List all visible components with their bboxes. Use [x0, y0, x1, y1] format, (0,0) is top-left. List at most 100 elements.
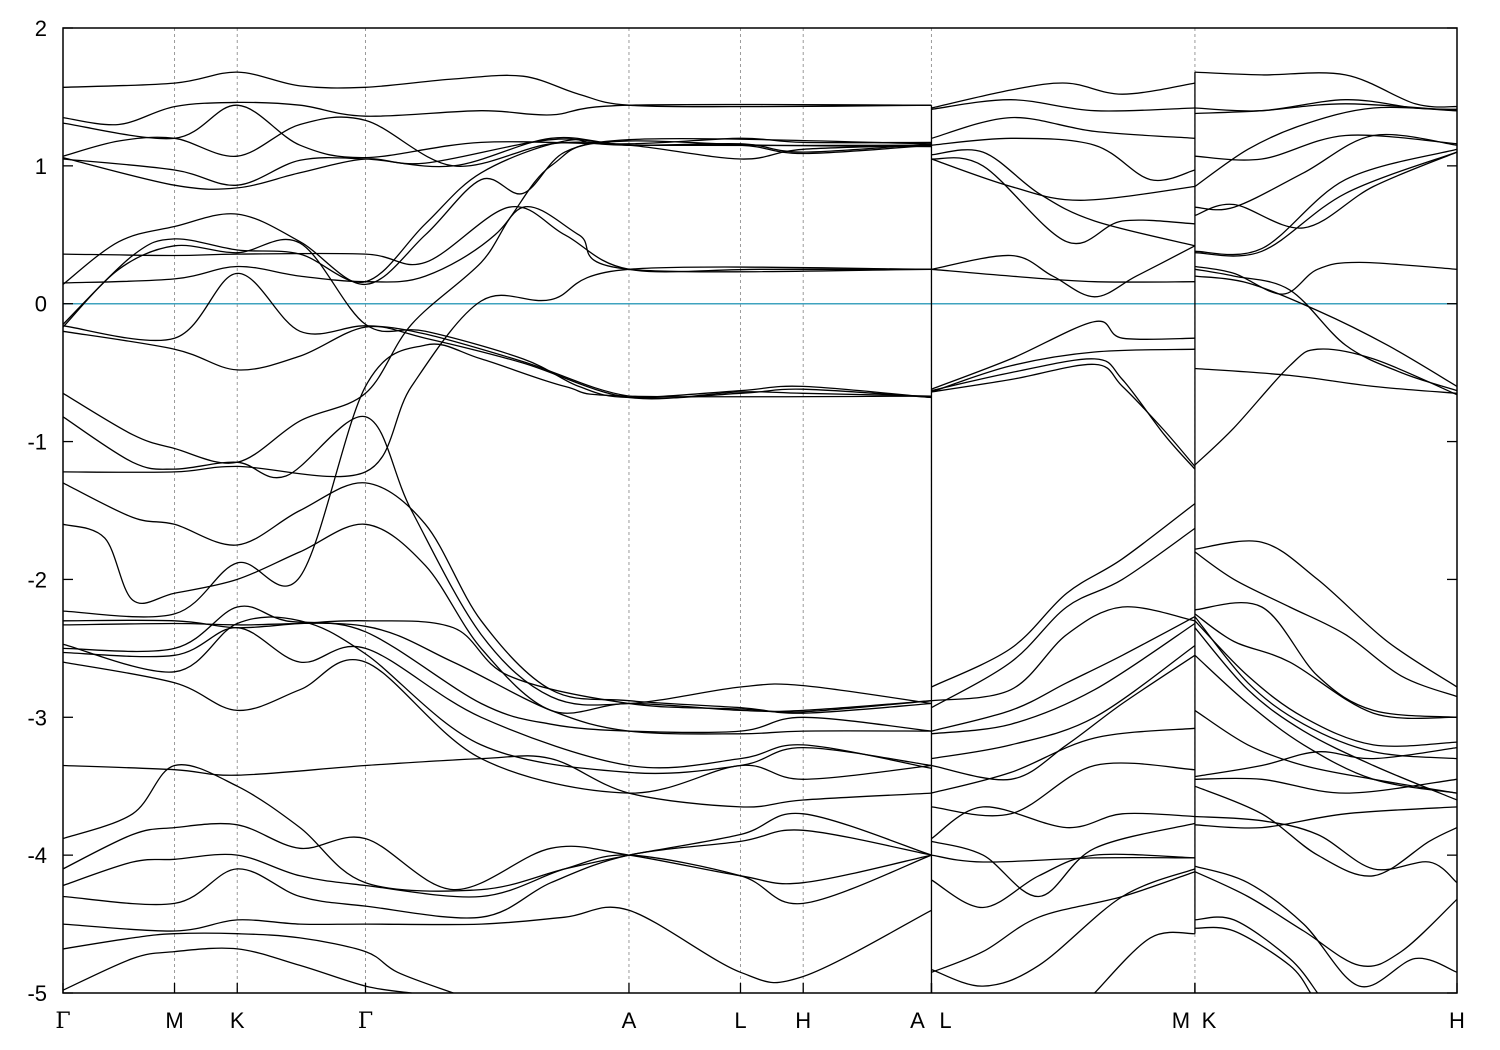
- band-line: [1194, 134, 1458, 161]
- band-line: [62, 829, 932, 919]
- band-line: [931, 348, 1195, 393]
- band-line: [1194, 151, 1458, 257]
- band-line: [1194, 815, 1458, 884]
- band-line: [62, 325, 932, 400]
- kpoint-label: A: [910, 1008, 925, 1033]
- y-tick-label: -1: [27, 430, 47, 455]
- band-line: [931, 606, 1196, 702]
- kpoint-label: Γ: [358, 1009, 373, 1034]
- band-segment-3: [1194, 71, 1458, 994]
- band-line: [1194, 348, 1458, 466]
- band-line: [931, 99, 1195, 112]
- band-segment-2: [931, 82, 1196, 994]
- band-line: [1194, 613, 1458, 720]
- band-line: [931, 320, 1195, 390]
- band-line: [1194, 785, 1458, 877]
- band-line: [62, 853, 932, 905]
- band-line: [62, 101, 932, 126]
- band-line: [62, 238, 932, 399]
- band-line: [1194, 268, 1458, 392]
- band-line: [931, 854, 1195, 863]
- band-line: [1194, 709, 1458, 794]
- band-line: [931, 806, 1195, 840]
- kpoint-label: K: [230, 1008, 245, 1033]
- band-line: [62, 755, 932, 808]
- band-line: [1194, 627, 1458, 801]
- band-line: [1194, 620, 1458, 747]
- band-line: [1194, 103, 1458, 115]
- band-line: [62, 343, 932, 618]
- band-line: [931, 622, 1196, 735]
- band-line: [1194, 916, 1319, 994]
- band-line: [62, 605, 932, 734]
- band-line: [62, 138, 932, 190]
- band-line: [62, 205, 932, 464]
- band-line: [62, 906, 932, 984]
- band-line: [931, 727, 1195, 794]
- band-line: [62, 136, 932, 186]
- band-line: [62, 622, 932, 735]
- kpoint-label: L: [939, 1008, 951, 1033]
- band-line: [1194, 871, 1458, 967]
- band-segment-1: [62, 71, 932, 994]
- band-line: [1194, 551, 1458, 698]
- y-tick-label: -3: [27, 705, 47, 730]
- band-line: [62, 137, 932, 284]
- y-tick-label: -4: [27, 843, 47, 868]
- kpoint-label: H: [1449, 1008, 1465, 1033]
- band-line: [1194, 654, 1458, 794]
- band-line: [931, 616, 1196, 732]
- band-line: [931, 137, 1196, 182]
- band-line: [1194, 777, 1458, 794]
- band-line: [931, 868, 1196, 987]
- band-line: [1194, 106, 1458, 188]
- y-tick-label: -5: [27, 981, 47, 1006]
- kpoint-label: M: [1172, 1008, 1190, 1033]
- band-line: [931, 853, 1195, 909]
- band-line: [1194, 275, 1458, 387]
- band-line: [62, 482, 932, 714]
- band-line: [1194, 367, 1458, 394]
- band-line: [931, 527, 1196, 709]
- band-line: [931, 822, 1196, 898]
- band-line: [1194, 148, 1458, 256]
- band-line: [62, 138, 932, 325]
- band-line: [62, 822, 932, 891]
- band-line: [1194, 926, 1312, 994]
- band-line: [1194, 71, 1458, 108]
- band-line: [62, 416, 932, 706]
- band-line: [1194, 133, 1458, 211]
- band-line: [62, 140, 932, 286]
- kpoint-label: L: [734, 1008, 746, 1033]
- band-line: [62, 116, 932, 167]
- band-line: [1194, 865, 1458, 988]
- band-line: [931, 363, 1196, 467]
- kpoint-label: Γ: [55, 1009, 70, 1034]
- band-line: [62, 764, 932, 892]
- band-line: [62, 616, 932, 775]
- kpoint-label: H: [795, 1008, 811, 1033]
- band-line: [1194, 151, 1458, 229]
- band-line: [62, 619, 932, 713]
- band-line: [1194, 540, 1458, 688]
- band-line: [1194, 746, 1458, 778]
- band-line: [931, 871, 1196, 973]
- band-line: [1094, 931, 1195, 994]
- band-line: [931, 645, 1196, 760]
- band-line: [62, 272, 932, 399]
- y-tick-label: 2: [35, 16, 47, 41]
- y-tick-label: -2: [27, 567, 47, 592]
- band-line: [1194, 602, 1458, 718]
- segment-breaks: [930, 72, 1196, 993]
- band-line: [931, 158, 1195, 201]
- y-tick-label: 1: [35, 154, 47, 179]
- band-lines: [62, 71, 1458, 994]
- band-line: [62, 932, 454, 994]
- band-line: [931, 358, 1196, 470]
- band-line: [931, 245, 1196, 298]
- band-line: [1194, 261, 1458, 295]
- kpoint-label: A: [622, 1008, 637, 1033]
- band-line: [931, 149, 1196, 247]
- band-line: [931, 82, 1196, 109]
